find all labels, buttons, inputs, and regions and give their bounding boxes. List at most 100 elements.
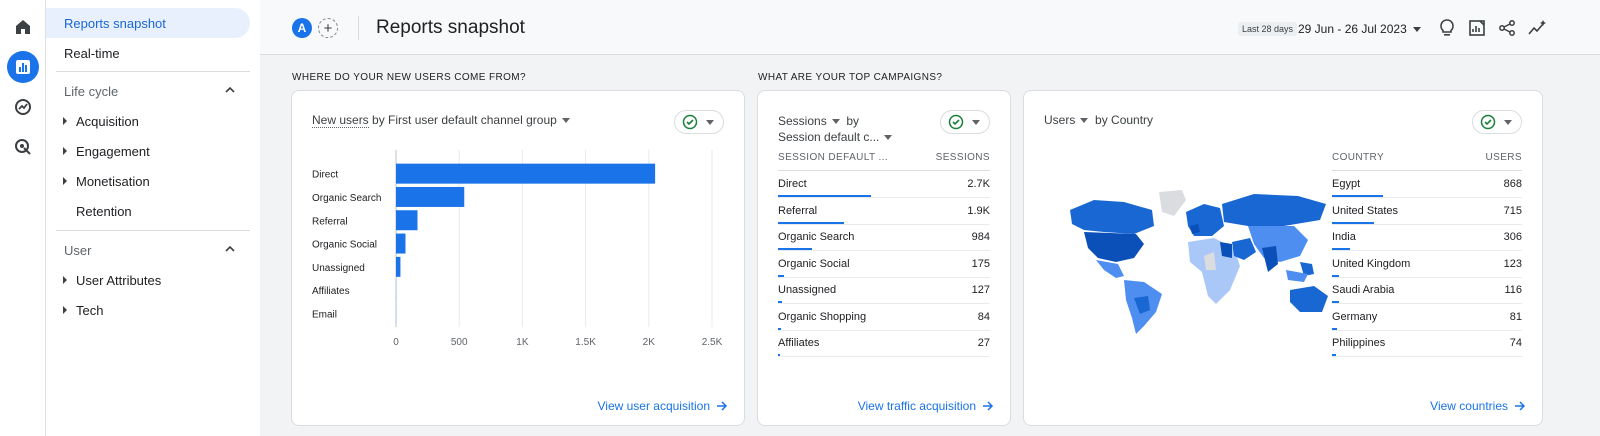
value-cell: 175	[971, 257, 990, 270]
compare-toggle[interactable]	[1472, 110, 1522, 134]
map-philippines	[1300, 262, 1314, 276]
bar[interactable]	[396, 280, 397, 301]
channel-cell: Referral	[778, 204, 818, 217]
sidebar-item-monetisation[interactable]: Monetisation	[54, 166, 250, 196]
comparison-avatar[interactable]: A	[292, 18, 312, 38]
table-header-rule	[1332, 170, 1522, 171]
title-by: by Country	[1095, 113, 1154, 127]
value-cell: 1.9K	[967, 204, 990, 217]
card-title[interactable]: Sessions by Session default c...	[778, 113, 893, 145]
row-divider	[1332, 303, 1522, 304]
table-row[interactable]: Unassigned 127	[778, 284, 990, 310]
category-label: Organic Search	[312, 193, 381, 204]
section-user[interactable]: User	[46, 235, 250, 265]
page-title: Reports snapshot	[376, 17, 525, 38]
x-tick-label: 1K	[516, 337, 529, 348]
value-cell: 306	[1503, 231, 1522, 243]
share-icon[interactable]	[1496, 17, 1518, 39]
column-header-dimension[interactable]: SESSION DEFAULT ...	[778, 152, 889, 163]
advertising-icon[interactable]	[7, 131, 39, 163]
sidebar-item-label: Monetisation	[76, 173, 150, 189]
column-header-country[interactable]: COUNTRY	[1332, 152, 1385, 163]
metric-selector[interactable]: Users	[1044, 113, 1076, 127]
table-row[interactable]: Philippines 74	[1332, 337, 1522, 363]
metric-selector[interactable]: Sessions	[778, 114, 827, 128]
customize-report-icon[interactable]	[1466, 17, 1488, 39]
card-title[interactable]: New users by First user default channel …	[312, 113, 570, 128]
view-countries-link[interactable]: View countries	[1430, 399, 1526, 413]
view-traffic-acquisition-link[interactable]: View traffic acquisition	[858, 399, 994, 413]
home-icon[interactable]	[7, 11, 39, 43]
column-header-users[interactable]: USERS	[1485, 152, 1522, 163]
share-bar	[778, 354, 780, 356]
table-row[interactable]: Affiliates 27	[778, 337, 990, 363]
explore-icon[interactable]	[7, 91, 39, 123]
dimension-selector[interactable]: First user default channel group	[388, 113, 557, 127]
x-tick-label: 0	[393, 337, 399, 348]
sidebar-item-user-attributes[interactable]: User Attributes	[54, 265, 250, 295]
map-canada	[1070, 200, 1154, 234]
metric-selector[interactable]: New users	[312, 113, 369, 128]
date-range-picker[interactable]: 29 Jun - 26 Jul 2023	[1298, 22, 1421, 36]
bar[interactable]	[396, 303, 397, 324]
card-new-users-channel: New users by First user default channel …	[291, 90, 745, 426]
row-divider	[778, 329, 990, 331]
section-life-cycle[interactable]: Life cycle	[46, 76, 250, 106]
caret-right-icon	[63, 306, 67, 314]
table-row[interactable]: Germany 81	[1332, 311, 1522, 337]
check-circle-icon	[682, 114, 698, 130]
sidebar-item-reports-snapshot[interactable]: Reports snapshot	[46, 8, 250, 38]
table-row[interactable]: Direct 2.7K	[778, 178, 990, 204]
row-divider	[1332, 329, 1522, 331]
section-title-new-users: WHERE DO YOUR NEW USERS COME FROM?	[292, 72, 526, 83]
world-map	[1070, 190, 1328, 334]
sidebar-item-label: Acquisition	[76, 113, 139, 129]
country-cell: United States	[1332, 204, 1399, 217]
section-title-campaigns: WHAT ARE YOUR TOP CAMPAIGNS?	[758, 72, 943, 83]
bar[interactable]	[396, 163, 656, 184]
add-comparison-button[interactable]: +	[318, 18, 338, 38]
sidebar-item-tech[interactable]: Tech	[54, 295, 250, 325]
table-row[interactable]: United States 715	[1332, 205, 1522, 231]
value-cell: 123	[1503, 257, 1522, 270]
insights-sparkle-icon[interactable]	[1526, 17, 1548, 39]
reports-icon[interactable]	[7, 51, 39, 83]
dropdown-arrow-icon	[561, 118, 570, 124]
bar[interactable]	[396, 210, 418, 231]
x-tick-label: 2.5K	[702, 337, 723, 348]
table-row[interactable]: Saudi Arabia 116	[1332, 284, 1522, 310]
share-bar	[778, 301, 783, 303]
card-title[interactable]: Users by Country	[1044, 113, 1153, 127]
table-row[interactable]: United Kingdom 123	[1332, 258, 1522, 284]
sidebar-item-retention[interactable]: Retention	[54, 196, 250, 226]
table-row[interactable]: Egypt 868	[1332, 178, 1522, 204]
category-label: Email	[312, 309, 337, 320]
bar[interactable]	[396, 186, 465, 207]
table-row[interactable]: Referral 1.9K	[778, 205, 990, 231]
table-row[interactable]: India 306	[1332, 231, 1522, 257]
sidebar-item-acquisition[interactable]: Acquisition	[54, 106, 250, 136]
sidebar-item-label: Reports snapshot	[64, 15, 166, 31]
value-cell: 27	[977, 337, 990, 349]
map-sahara	[1204, 252, 1216, 270]
country-cell: Egypt	[1332, 178, 1361, 190]
insights-bulb-icon[interactable]	[1436, 17, 1458, 39]
dropdown-arrow-icon	[972, 119, 980, 125]
bar[interactable]	[396, 256, 401, 277]
table-row[interactable]: Organic Shopping 84	[778, 311, 990, 337]
caret-right-icon	[63, 177, 67, 185]
compare-toggle[interactable]	[674, 110, 724, 134]
channel-cell: Unassigned	[778, 284, 837, 296]
bar[interactable]	[396, 233, 406, 254]
dimension-selector[interactable]: Session default c...	[778, 130, 880, 144]
share-bar	[1332, 354, 1337, 356]
table-row[interactable]: Organic Search 984	[778, 231, 990, 257]
sidebar-item-engagement[interactable]: Engagement	[54, 136, 250, 166]
table-row[interactable]: Organic Social 175	[778, 258, 990, 284]
view-user-acquisition-link[interactable]: View user acquisition	[597, 399, 728, 413]
sidebar-item-label: Retention	[76, 203, 132, 219]
map-indonesia	[1286, 270, 1308, 282]
sidebar-item-real-time[interactable]: Real-time	[46, 38, 250, 68]
column-header-sessions[interactable]: SESSIONS	[935, 152, 990, 163]
compare-toggle[interactable]	[940, 110, 990, 134]
